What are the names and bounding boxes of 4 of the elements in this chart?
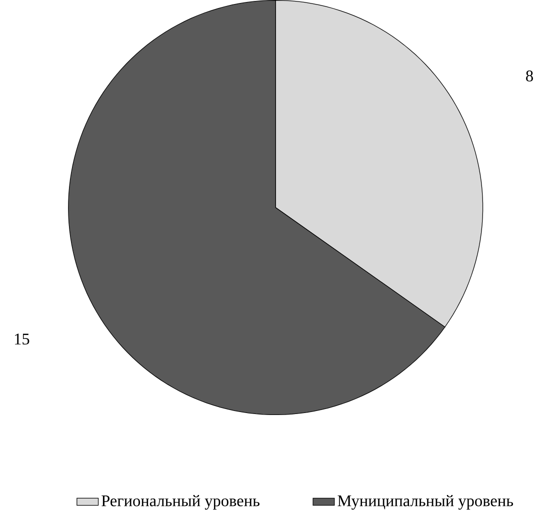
legend-label: Муниципальный уровень [338,495,514,510]
legend-label: Региональный уровень [102,495,260,510]
data-label: 15 [14,334,30,345]
data-label: 8 [526,70,533,82]
